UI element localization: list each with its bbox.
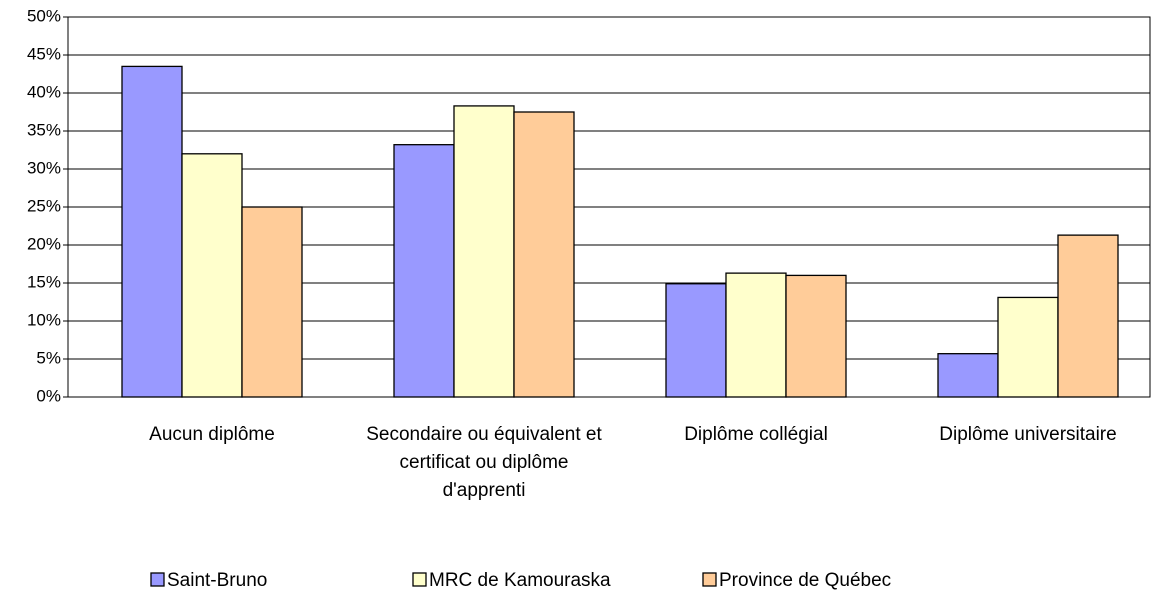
- bar: [785, 274, 847, 398]
- y-tick-label: 25%: [27, 196, 61, 215]
- y-tick-label: 50%: [27, 6, 61, 25]
- plot-frame: [67, 16, 1151, 398]
- bar: [937, 353, 999, 398]
- y-tick-label: 30%: [27, 158, 61, 177]
- y-tick-label: 0%: [36, 386, 61, 405]
- bar: [1057, 234, 1119, 398]
- bar: [997, 296, 1059, 398]
- legend-label: Province de Québec: [719, 570, 891, 591]
- y-tick-label: 20%: [27, 234, 61, 253]
- legend-label: Saint-Bruno: [167, 570, 267, 591]
- y-tick-label: 10%: [27, 310, 61, 329]
- x-tick-label: Diplôme universitaire: [939, 424, 1117, 445]
- x-tick-label: Aucun diplôme: [149, 424, 275, 445]
- bar: [665, 283, 727, 398]
- bar: [725, 272, 787, 398]
- x-tick-label: Diplôme collégial: [684, 424, 828, 445]
- bar: [121, 65, 183, 398]
- y-tick-label: 15%: [27, 272, 61, 291]
- bar: [393, 144, 455, 398]
- y-tick-label: 5%: [36, 348, 61, 367]
- y-tick-label: 40%: [27, 82, 61, 101]
- legend-swatch: [412, 572, 427, 587]
- y-tick-label: 45%: [27, 44, 61, 63]
- bar: [453, 105, 515, 398]
- legend-swatch: [150, 572, 165, 587]
- legend-swatch: [702, 572, 717, 587]
- x-tick-label: Secondaire ou équivalent et certificat o…: [366, 424, 602, 501]
- bar: [513, 111, 575, 398]
- bar: [241, 206, 303, 398]
- bar: [181, 153, 243, 398]
- y-tick-label: 35%: [27, 120, 61, 139]
- legend-label: MRC de Kamouraska: [429, 570, 611, 591]
